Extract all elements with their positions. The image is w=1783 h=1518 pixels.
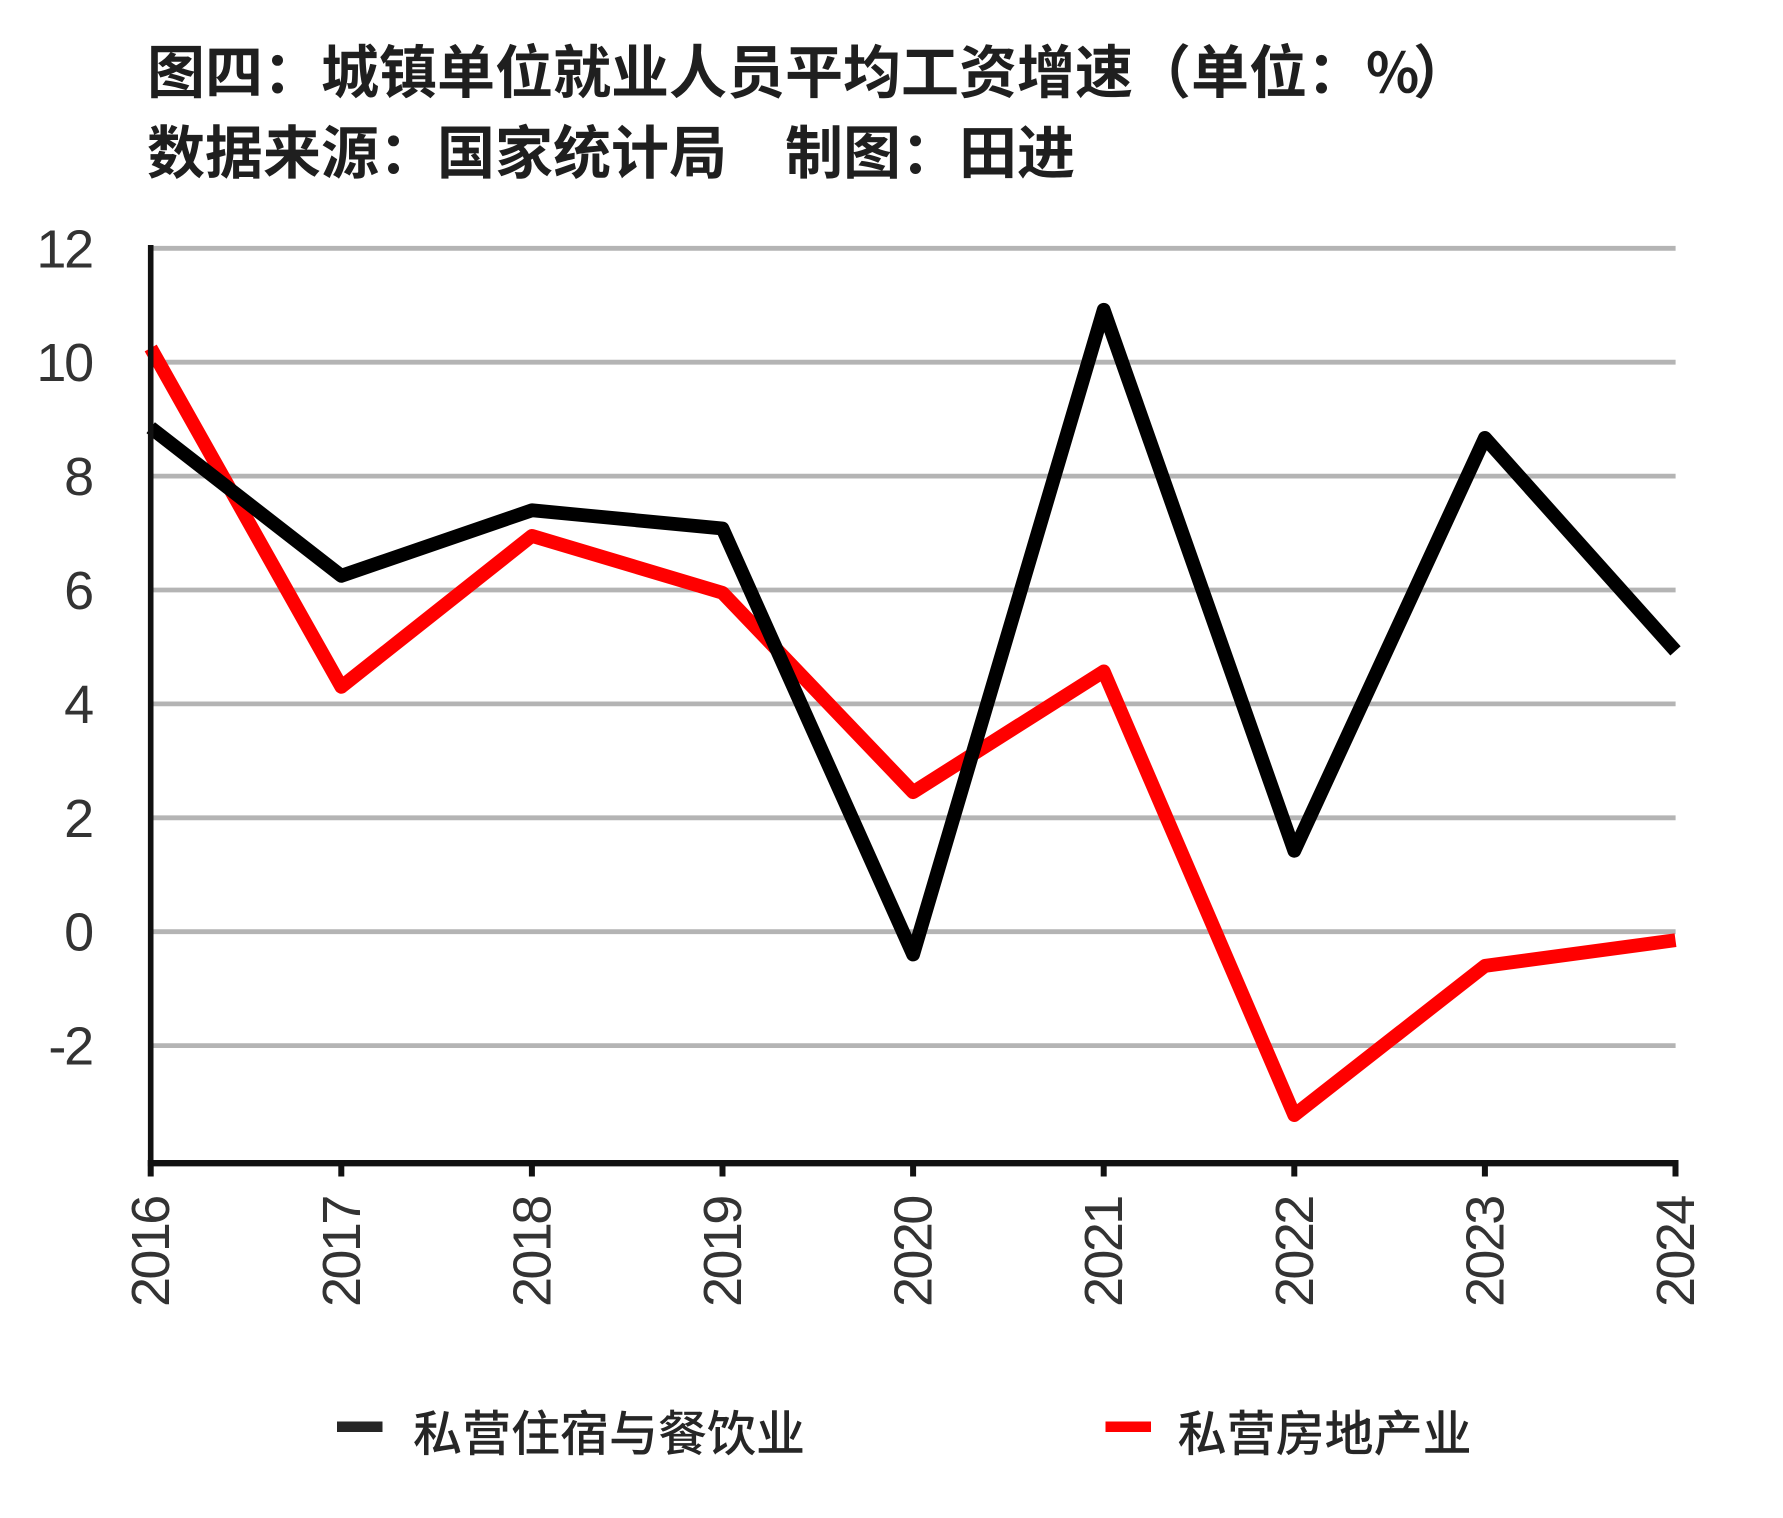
svg-text:4: 4 [64, 675, 93, 735]
svg-text:2020: 2020 [884, 1197, 944, 1307]
svg-text:10: 10 [36, 333, 92, 393]
svg-text:2022: 2022 [1265, 1197, 1325, 1307]
svg-text:2016: 2016 [121, 1197, 181, 1307]
svg-text:2017: 2017 [312, 1197, 372, 1307]
svg-text:2018: 2018 [502, 1197, 562, 1307]
svg-text:8: 8 [64, 447, 92, 507]
svg-text:0: 0 [64, 903, 92, 963]
svg-text:2021: 2021 [1074, 1197, 1134, 1307]
svg-text:12: 12 [36, 219, 92, 279]
svg-text:2: 2 [64, 789, 92, 849]
svg-text:2023: 2023 [1455, 1197, 1515, 1307]
svg-text:-2: -2 [48, 1017, 92, 1077]
svg-text:2019: 2019 [693, 1197, 753, 1307]
svg-text:2024: 2024 [1646, 1196, 1706, 1307]
svg-text:6: 6 [64, 561, 92, 621]
